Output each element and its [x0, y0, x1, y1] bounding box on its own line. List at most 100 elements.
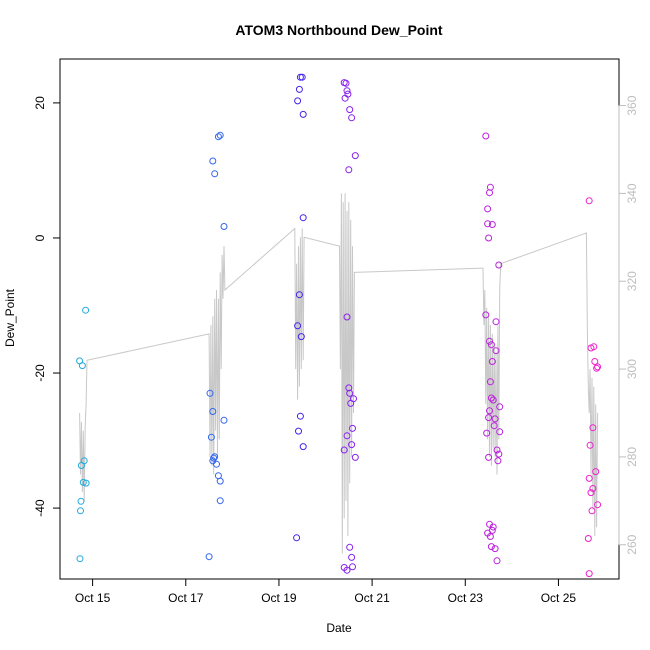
data-point-3-5	[346, 106, 354, 114]
x-tick-label: Oct 17	[168, 591, 204, 605]
data-point-0-6	[82, 479, 90, 487]
data-point-4-12	[492, 347, 500, 355]
chart-title: ATOM3 Northbound Dew_Point	[235, 22, 442, 38]
data-point-4-9	[492, 318, 500, 326]
data-point-4-29	[489, 523, 497, 531]
x-tick-label: Oct 23	[448, 591, 484, 605]
data-point-1-6	[209, 408, 217, 415]
data-point-5-11	[587, 489, 595, 497]
data-point-1-1	[211, 170, 219, 178]
data-point-4-18	[486, 407, 493, 415]
x-tick-label: Oct 15	[75, 591, 111, 605]
data-point-5-0	[585, 197, 593, 205]
data-point-0-7	[77, 497, 85, 505]
y2-tick-label: 320	[625, 271, 639, 291]
data-point-5-15	[585, 570, 593, 578]
data-point-5-2	[587, 344, 595, 352]
data-point-4-13	[488, 358, 496, 365]
data-point-4-22	[496, 428, 504, 436]
data-point-4-6	[485, 234, 493, 242]
data-point-1-15	[216, 497, 224, 505]
data-point-4-15	[487, 394, 495, 402]
data-point-4-14	[486, 378, 494, 386]
x-axis-label: Date	[326, 621, 352, 635]
data-point-4-16	[489, 396, 497, 404]
data-point-2-12	[293, 534, 301, 542]
data-point-3-7	[351, 152, 359, 160]
y-axis-label: Dew_Point	[3, 288, 17, 347]
y-tick-label: -40	[33, 499, 47, 517]
data-point-5-13	[588, 507, 596, 515]
data-point-4-5	[488, 221, 496, 228]
data-point-1-5	[206, 389, 214, 397]
data-point-5-7	[586, 441, 594, 449]
data-point-4-33	[487, 543, 495, 551]
data-point-0-9	[76, 555, 84, 563]
y-tick-label: 20	[33, 96, 47, 110]
data-point-2-7	[294, 322, 302, 330]
data-point-4-11	[487, 341, 495, 349]
data-point-4-34	[491, 545, 499, 553]
data-point-3-2	[343, 87, 351, 95]
data-point-3-15	[343, 432, 351, 440]
data-point-4-19	[485, 414, 493, 422]
y-axis-right: 260 280 300 320 340 360	[618, 95, 639, 555]
data-point-4-4	[484, 220, 492, 228]
x-tick-label: Oct 25	[541, 591, 577, 605]
data-point-3-18	[351, 453, 359, 461]
secondary-series-line-0	[79, 193, 599, 554]
x-axis: Oct 15 Oct 17 Oct 19 Oct 21 Oct 23 Oct 25	[75, 578, 577, 605]
x-tick-label: Oct 21	[354, 591, 390, 605]
data-point-1-16	[205, 553, 213, 561]
data-point-1-8	[207, 433, 215, 441]
data-point-3-6	[348, 114, 356, 122]
data-point-5-14	[584, 535, 592, 542]
data-point-4-3	[484, 205, 492, 213]
data-point-1-14	[216, 477, 224, 485]
data-point-4-2	[486, 189, 493, 197]
data-point-0-8	[77, 507, 84, 515]
data-point-3-20	[348, 553, 356, 561]
data-point-1-2	[214, 133, 222, 141]
data-point-5-4	[594, 363, 602, 371]
data-point-1-4	[220, 223, 228, 230]
data-point-3-22	[343, 566, 351, 574]
data-point-4-27	[494, 457, 502, 465]
data-point-1-3	[216, 131, 224, 139]
data-point-4-26	[485, 453, 493, 461]
y2-tick-label: 280	[625, 447, 639, 467]
y-tick-label: -20	[33, 364, 47, 382]
data-point-3-4	[341, 94, 349, 102]
data-point-2-6	[295, 291, 303, 299]
x-tick-label: Oct 19	[261, 591, 297, 605]
data-point-2-11	[299, 443, 307, 451]
data-point-5-3	[591, 358, 599, 365]
data-point-3-13	[347, 399, 355, 407]
data-point-2-9	[296, 412, 304, 420]
data-point-3-8	[345, 166, 353, 174]
data-point-5-12	[594, 501, 602, 509]
data-point-4-20	[491, 415, 499, 423]
data-point-3-23	[349, 563, 356, 571]
data-point-4-17	[496, 403, 504, 411]
data-point-0-2	[82, 306, 90, 314]
data-point-0-5	[79, 478, 87, 486]
secondary-line-layer	[79, 193, 599, 554]
data-point-2-10	[295, 427, 302, 435]
data-point-2-5	[299, 214, 307, 222]
data-point-5-6	[589, 424, 597, 432]
data-point-5-8	[592, 468, 600, 476]
data-point-1-9	[211, 453, 219, 461]
data-point-1-0	[209, 157, 217, 165]
data-point-3-19	[346, 543, 354, 551]
data-point-2-1	[298, 73, 306, 81]
data-point-3-16	[348, 441, 356, 449]
data-point-5-9	[585, 474, 593, 482]
y2-tick-label: 340	[625, 183, 639, 203]
data-point-4-25	[495, 450, 503, 458]
data-point-1-7	[220, 416, 228, 424]
data-point-5-10	[589, 485, 597, 492]
scatter-points-layer	[76, 73, 602, 578]
